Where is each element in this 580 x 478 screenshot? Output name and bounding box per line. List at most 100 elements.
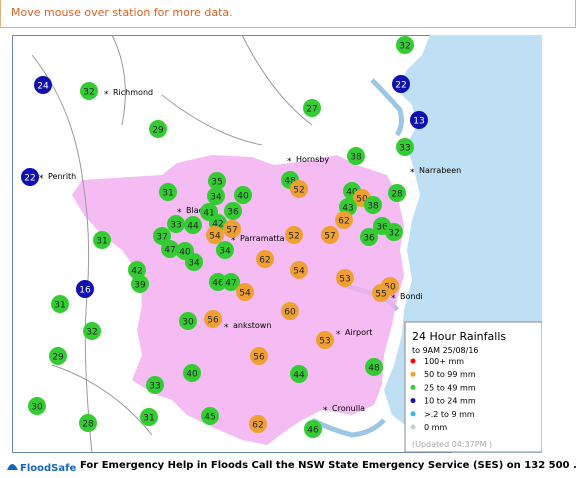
legend-title: 24 Hour Rainfalls — [412, 330, 506, 343]
legend-label: 0 mm — [424, 423, 447, 432]
station-marker[interactable] — [207, 187, 225, 205]
station-marker[interactable] — [140, 408, 158, 426]
station-marker[interactable] — [183, 364, 201, 382]
station-marker[interactable] — [396, 138, 414, 156]
station-marker[interactable] — [281, 302, 299, 320]
station-value: 52 — [288, 232, 299, 242]
station-marker[interactable] — [365, 358, 383, 376]
station-value: 57 — [324, 232, 335, 242]
station-value: 60 — [284, 308, 296, 318]
station-marker[interactable] — [290, 180, 308, 198]
station-marker[interactable] — [76, 280, 94, 298]
place-marker: * — [177, 208, 182, 218]
station-marker[interactable] — [285, 226, 303, 244]
station-value: 34 — [219, 247, 231, 257]
station-marker[interactable] — [161, 240, 179, 258]
station-value: 32 — [83, 88, 94, 98]
map[interactable]: * Richmond * Penrith * Hornsby * Narrabeen * Blac… — [12, 35, 542, 453]
legend-label: 100+ mm — [424, 357, 464, 366]
station-value: 22 — [24, 174, 35, 184]
station-marker[interactable] — [167, 215, 185, 233]
station-marker[interactable] — [410, 111, 428, 129]
station-value: 54 — [239, 289, 251, 299]
station-marker[interactable] — [372, 284, 390, 302]
station-value: 40 — [237, 192, 249, 202]
station-value: 24 — [37, 82, 49, 92]
station-value: 48 — [284, 177, 296, 187]
station-marker[interactable] — [146, 376, 164, 394]
station-marker[interactable] — [392, 75, 410, 93]
station-marker[interactable] — [93, 231, 111, 249]
station-marker[interactable] — [83, 322, 101, 340]
station-marker[interactable] — [159, 183, 177, 201]
station-marker[interactable] — [51, 295, 69, 313]
station-marker[interactable] — [128, 261, 146, 279]
station-marker[interactable] — [179, 312, 197, 330]
station-marker[interactable] — [303, 99, 321, 117]
station-marker[interactable] — [21, 168, 39, 186]
station-value: 50 — [384, 283, 396, 293]
station-marker[interactable] — [290, 261, 308, 279]
station-marker[interactable] — [131, 275, 149, 293]
station-value: 31 — [96, 237, 107, 247]
station-value: 48 — [368, 364, 380, 374]
station-value: 40 — [179, 248, 191, 258]
station-marker[interactable] — [80, 82, 98, 100]
station-marker[interactable] — [347, 147, 365, 165]
station-marker[interactable] — [222, 273, 240, 291]
place-marker: * — [231, 236, 236, 246]
station-marker[interactable] — [201, 407, 219, 425]
footer: FloodSafe For Emergency Help in Floods C… — [4, 456, 580, 475]
footer-text: For Emergency Help in Floods Call the NS… — [80, 460, 577, 471]
station-marker[interactable] — [34, 76, 52, 94]
place-label: Cronulla — [332, 404, 365, 413]
station-value: 30 — [31, 403, 43, 413]
urban-area — [72, 155, 404, 445]
legend-swatch — [410, 358, 416, 364]
station-marker[interactable] — [360, 228, 378, 246]
place-label: Parramatta — [240, 234, 285, 243]
station-marker[interactable] — [249, 415, 267, 433]
footer-svg: FloodSafe For Emergency Help in Floods C… — [7, 460, 577, 474]
station-value: 57 — [226, 226, 237, 236]
station-value: 29 — [152, 126, 164, 136]
station-value: 38 — [350, 153, 362, 163]
station-marker[interactable] — [304, 420, 322, 438]
station-marker[interactable] — [185, 253, 203, 271]
station-marker[interactable] — [388, 184, 406, 202]
station-marker[interactable] — [209, 273, 227, 291]
station-marker[interactable] — [316, 331, 334, 349]
station-marker[interactable] — [223, 220, 241, 238]
station-marker[interactable] — [335, 211, 353, 229]
station-marker[interactable] — [336, 269, 354, 287]
station-value: 22 — [395, 81, 406, 91]
station-value: 47 — [164, 246, 175, 256]
station-value: 16 — [79, 286, 91, 296]
station-marker[interactable] — [385, 223, 403, 241]
place-label: ankstown — [233, 321, 271, 330]
station-marker[interactable] — [153, 227, 171, 245]
station-marker[interactable] — [364, 196, 382, 214]
station-marker[interactable] — [149, 120, 167, 138]
station-marker[interactable] — [208, 172, 226, 190]
station-marker[interactable] — [250, 347, 268, 365]
station-value: 40 — [346, 188, 358, 198]
legend-box — [404, 321, 542, 453]
station-marker[interactable] — [49, 347, 67, 365]
station-marker[interactable] — [206, 226, 224, 244]
station-value: 34 — [188, 259, 200, 269]
station-marker[interactable] — [256, 250, 274, 268]
station-marker[interactable] — [396, 36, 414, 54]
station-marker[interactable] — [234, 186, 252, 204]
station-marker[interactable] — [321, 226, 339, 244]
station-marker[interactable] — [236, 283, 254, 301]
station-marker[interactable] — [224, 202, 242, 220]
legend-swatch — [410, 411, 416, 417]
station-marker[interactable] — [184, 216, 202, 234]
station-marker[interactable] — [28, 397, 46, 415]
station-marker[interactable] — [204, 310, 222, 328]
place-label: Penrith — [48, 172, 76, 181]
station-marker[interactable] — [216, 241, 234, 259]
station-marker[interactable] — [79, 414, 97, 432]
station-marker[interactable] — [290, 365, 308, 383]
